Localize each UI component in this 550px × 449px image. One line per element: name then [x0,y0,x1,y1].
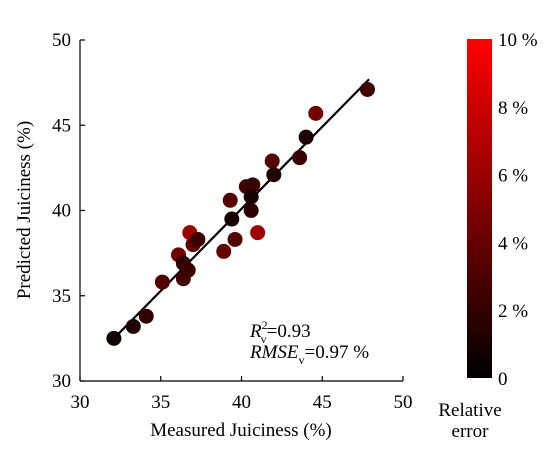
data-point [106,330,122,346]
colorbar-tick-label: 10 % [498,30,538,51]
data-point [243,189,259,205]
data-point [216,243,232,259]
x-tick-label: 30 [71,392,90,413]
colorbar-label-line2: error [452,421,490,442]
y-tick-label: 35 [52,286,71,307]
x-tick-label: 50 [394,392,413,413]
data-point [180,262,196,278]
y-axis-ticks: 30 35 40 45 50 [52,30,85,392]
r2-annotation: R2 v=0.93 [249,318,311,346]
data-point [264,153,280,169]
y-tick-label: 40 [52,201,71,222]
data-point [190,231,206,247]
y-tick-label: 45 [52,115,71,136]
data-point [227,231,243,247]
data-point [138,308,154,324]
data-point [266,167,282,183]
colorbar-tick-label: 8 % [498,98,528,119]
data-point [292,150,308,166]
data-point [245,177,261,193]
x-axis-title: Measured Juiciness (%) [150,420,332,441]
data-point [250,225,266,241]
data-point [359,81,375,97]
y-tick-label: 50 [52,30,71,51]
data-point [308,105,324,121]
data-point [298,129,314,145]
colorbar-label-line1: Relative [438,400,501,421]
data-point [125,318,141,334]
data-point [224,211,240,227]
colorbar-tick-label: 4 % [498,233,528,254]
x-axis-ticks: 30 35 40 45 50 [71,376,413,413]
colorbar-ticks: 0 2 % 4 % 6 % 8 % 10 % [498,30,538,390]
data-point [243,203,259,218]
colorbar-tick-label: 2 % [498,301,528,322]
y-axis-title: Predicted Juiciness (%) [14,121,35,299]
x-tick-label: 40 [232,392,251,413]
colorbar [467,39,492,378]
data-points [106,81,375,346]
rmse-annotation: RMSEv=0.97 % [249,342,369,367]
data-point [222,192,238,208]
colorbar-tick-label: 6 % [498,166,528,187]
colorbar-tick-label: 0 [498,369,508,390]
y-tick-label: 30 [52,371,71,392]
x-tick-label: 35 [151,392,170,413]
x-tick-label: 45 [313,392,332,413]
regression-line [111,78,370,341]
data-point [154,274,170,290]
